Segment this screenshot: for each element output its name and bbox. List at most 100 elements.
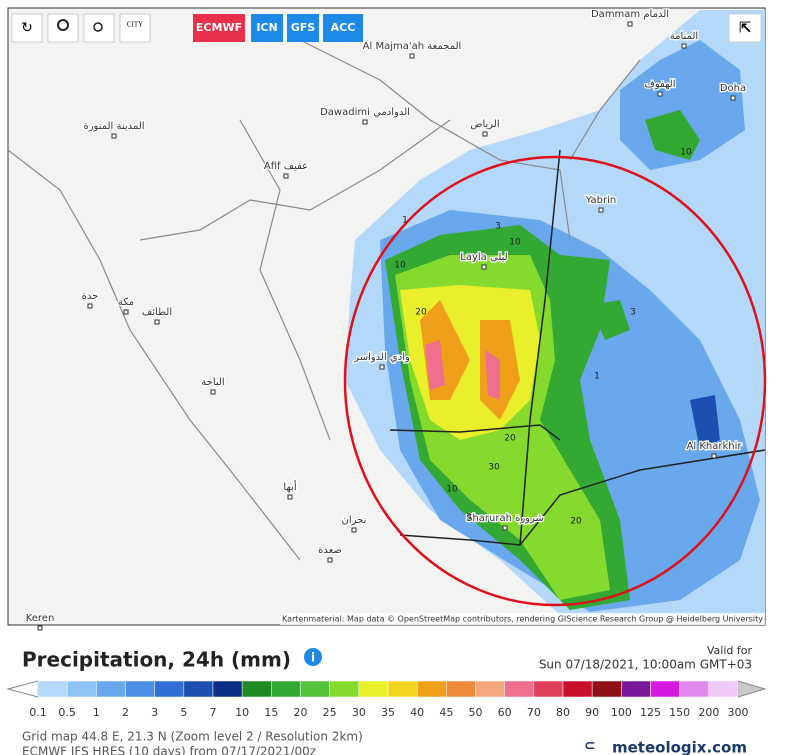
place-marker bbox=[627, 21, 633, 27]
scale-label: 0.1 bbox=[29, 706, 47, 719]
scale-label: 30 bbox=[352, 706, 366, 719]
scale-label: 125 bbox=[640, 706, 661, 719]
contour-label: 20 bbox=[415, 308, 427, 318]
scale-label: 20 bbox=[294, 706, 308, 719]
place-marker bbox=[283, 173, 289, 179]
model-button[interactable] bbox=[251, 14, 283, 42]
scale-swatch bbox=[183, 680, 214, 698]
reload-button[interactable] bbox=[11, 13, 43, 43]
place-label: المنامة bbox=[670, 31, 698, 42]
valid-label: Valid for bbox=[707, 644, 753, 657]
place-marker bbox=[730, 95, 736, 101]
place-marker bbox=[657, 91, 663, 97]
scale-label: 150 bbox=[669, 706, 690, 719]
grid-info: Grid map 44.8 E, 21.3 N (Zoom level 2 / … bbox=[22, 730, 363, 744]
pin-button[interactable] bbox=[47, 13, 79, 43]
info-button[interactable] bbox=[304, 648, 322, 666]
place-label: Keren bbox=[26, 613, 55, 624]
model-button[interactable] bbox=[193, 14, 245, 42]
scale-label: 80 bbox=[556, 706, 570, 719]
place-marker bbox=[111, 133, 117, 139]
place-label: جدة bbox=[82, 291, 99, 302]
model-label: GFS bbox=[291, 21, 316, 34]
scale-label: 70 bbox=[527, 706, 541, 719]
city-button[interactable] bbox=[119, 13, 151, 43]
contour-label: 1 bbox=[402, 216, 408, 226]
model-label: ICN bbox=[256, 21, 277, 34]
scale-swatch bbox=[475, 680, 505, 698]
scale-label: 35 bbox=[381, 706, 395, 719]
place-marker bbox=[327, 557, 333, 563]
contour-label: 10 bbox=[446, 485, 458, 495]
toolbar: ↻ CITY ECMWF ICN GFS ACC ⇱ bbox=[11, 13, 762, 43]
zoom-button[interactable] bbox=[83, 13, 115, 43]
scale-swatch bbox=[154, 680, 185, 698]
place-marker bbox=[502, 525, 508, 531]
scale-swatch bbox=[591, 680, 622, 698]
scale-label: 0.5 bbox=[58, 706, 76, 719]
brand[interactable]: meteologix.com bbox=[612, 739, 747, 755]
place-marker bbox=[681, 43, 687, 49]
city-label: CITY bbox=[127, 21, 143, 29]
scale-swatch bbox=[621, 680, 651, 698]
contour-label: 10 bbox=[394, 261, 406, 271]
place-marker bbox=[409, 53, 415, 59]
place-label: Al Kharkhir bbox=[687, 441, 743, 452]
scale-low-arrow bbox=[6, 680, 39, 698]
contour-label: 20 bbox=[504, 434, 516, 444]
valid-time: Sun 07/18/2021, 10:00am GMT+03 bbox=[539, 658, 752, 672]
place-label: Sharurah شرورة bbox=[466, 513, 544, 524]
model-label: ACC bbox=[331, 21, 356, 34]
run-info: ECMWF IFS HRES (10 days) from 07/17/2021… bbox=[22, 745, 316, 755]
share-icon: ⇱ bbox=[739, 19, 752, 37]
place-label: Dammam الدمام bbox=[591, 9, 669, 20]
place-label: الطائف bbox=[142, 307, 172, 318]
share-button[interactable] bbox=[728, 13, 762, 43]
scale-high-arrow bbox=[737, 680, 767, 698]
place-label: Doha bbox=[720, 83, 746, 94]
contour-label: 3 bbox=[466, 513, 472, 523]
scale-label: 90 bbox=[585, 706, 599, 719]
scale-label: 40 bbox=[410, 706, 424, 719]
place-marker bbox=[123, 309, 129, 315]
scale-swatch bbox=[533, 680, 564, 698]
place-marker bbox=[711, 453, 717, 459]
model-button[interactable] bbox=[287, 14, 319, 42]
scale-label: 10 bbox=[235, 706, 249, 719]
scale-label: 1 bbox=[93, 706, 100, 719]
place-label: Al Majma'ah المجمعة bbox=[363, 41, 462, 52]
contour-label: 30 bbox=[488, 463, 500, 473]
scale-swatch bbox=[562, 680, 593, 698]
model-button[interactable] bbox=[323, 14, 363, 42]
scale-swatch bbox=[650, 680, 680, 698]
scale-swatch bbox=[37, 680, 68, 698]
place-label: أبها bbox=[283, 480, 296, 493]
scale-swatch bbox=[329, 680, 360, 698]
place-label: Afif عفيف bbox=[264, 161, 308, 172]
scale-swatch bbox=[212, 680, 243, 698]
contour-label: 1 bbox=[594, 372, 600, 382]
place-marker bbox=[482, 131, 488, 137]
info-icon: i bbox=[311, 651, 315, 665]
place-label: الباحة bbox=[201, 377, 224, 388]
place-marker bbox=[598, 207, 604, 213]
place-marker bbox=[351, 527, 357, 533]
scale-swatch bbox=[125, 680, 155, 698]
scale-swatch bbox=[416, 680, 447, 698]
zoom-icon bbox=[93, 22, 103, 32]
scale-swatch bbox=[271, 680, 301, 698]
model-label: ECMWF bbox=[196, 21, 242, 34]
legend-title: Precipitation, 24h (mm) bbox=[22, 648, 291, 672]
brand-icon: ⊂ bbox=[584, 738, 596, 754]
scale-label: 200 bbox=[698, 706, 719, 719]
place-marker bbox=[287, 494, 293, 500]
place-label: نجران bbox=[342, 515, 367, 526]
scale-label: 45 bbox=[439, 706, 453, 719]
scale-swatch bbox=[708, 680, 739, 698]
scale-label: 50 bbox=[469, 706, 483, 719]
place-label: المدينة المنورة bbox=[83, 121, 144, 132]
scale-label: 60 bbox=[498, 706, 512, 719]
scale-label: 25 bbox=[323, 706, 337, 719]
